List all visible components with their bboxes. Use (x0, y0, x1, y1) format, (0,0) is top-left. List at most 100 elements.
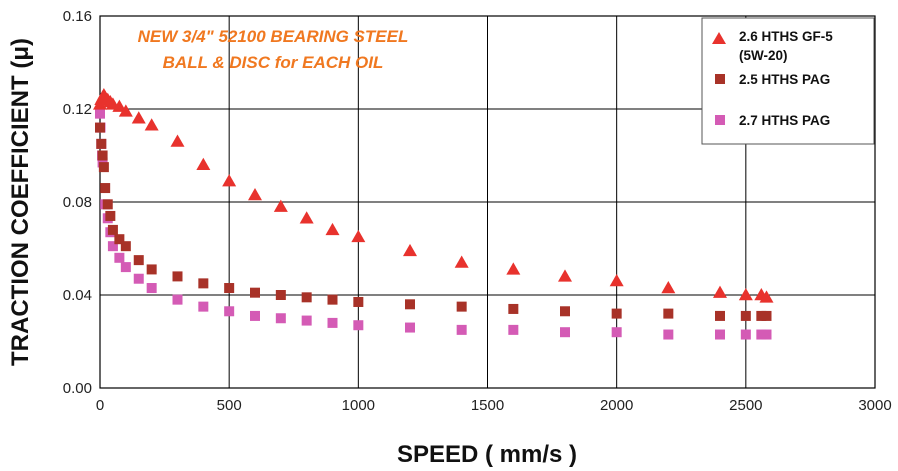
data-point-gf5 (299, 211, 314, 224)
data-point-27-pag (146, 283, 157, 294)
data-point-25-pag (740, 310, 751, 321)
data-point-25-pag (250, 287, 260, 298)
legend-label-25-pag: 2.5 HTHS PAG (739, 72, 830, 87)
legend-box (701, 17, 875, 145)
data-point-gf5 (403, 243, 417, 257)
legend-label-gf5: 2.6 HTHS GF-5 (739, 29, 833, 44)
data-point-27-pag (611, 327, 622, 338)
annotation-line-2: BALL & DISC for EACH OIL (163, 53, 384, 72)
data-point-25-pag (756, 310, 767, 321)
data-point-25-pag (456, 301, 467, 312)
data-point-gf5 (248, 188, 262, 201)
data-point-25-pag (105, 210, 116, 221)
data-point-27-pag (120, 262, 131, 273)
data-point-25-pag (301, 292, 312, 303)
x-axis-title: SPEED ( mm/s ) (397, 441, 577, 468)
data-point-27-pag (456, 324, 467, 335)
data-point-25-pag (96, 138, 107, 149)
data-point-gf5 (144, 118, 159, 131)
y-tick-label: 0.08 (63, 194, 92, 211)
x-tick-label: 0 (96, 397, 104, 414)
legend-label-27-pag: 2.7 HTHS PAG (739, 113, 830, 128)
x-tick-label: 2000 (600, 397, 633, 414)
data-point-gf5 (222, 174, 237, 187)
data-point-25-pag (98, 162, 109, 173)
data-point-25-pag (560, 306, 570, 317)
data-point-gf5 (558, 269, 572, 282)
legend-label-gf5-line2: (5W-20) (739, 48, 787, 63)
data-point-27-pag (715, 329, 725, 340)
data-point-gf5 (738, 288, 753, 301)
data-point-gf5 (351, 229, 366, 243)
data-point-27-pag (761, 329, 772, 340)
data-point-25-pag (102, 199, 113, 210)
data-point-gf5 (131, 111, 146, 124)
annotation-line-1: NEW 3/4" 52100 BEARING STEEL (138, 27, 409, 46)
data-point-gf5 (118, 104, 133, 117)
data-point-25-pag (114, 234, 125, 245)
data-point-25-pag (97, 150, 108, 161)
y-tick-label: 0.16 (63, 8, 92, 25)
data-point-27-pag (405, 322, 415, 333)
data-point-27-pag (133, 273, 144, 284)
y-axis-title: TRACTION COEFFICIENT (μ) (7, 38, 34, 366)
data-point-25-pag (611, 308, 622, 319)
legend-marker-27-pag (715, 115, 725, 125)
data-point-25-pag (327, 294, 338, 305)
data-point-gf5 (713, 285, 727, 298)
data-point-gf5 (273, 199, 288, 212)
y-tick-label: 0.00 (63, 380, 92, 397)
data-point-gf5 (661, 281, 676, 294)
data-point-27-pag (327, 317, 338, 328)
data-point-27-pag (95, 108, 105, 119)
x-tick-label: 3000 (858, 397, 891, 414)
data-point-gf5 (112, 99, 127, 112)
data-point-27-pag (198, 301, 209, 312)
x-tick-label: 1000 (342, 397, 375, 414)
x-tick-label: 1500 (471, 397, 504, 414)
data-point-25-pag (275, 290, 286, 300)
data-point-gf5 (609, 274, 624, 287)
data-point-25-pag (120, 241, 131, 252)
data-point-25-pag (761, 310, 772, 321)
data-point-gf5 (506, 262, 521, 275)
data-point-25-pag (715, 310, 725, 321)
data-point-27-pag (224, 306, 235, 317)
data-point-25-pag (146, 264, 157, 275)
data-point-27-pag (114, 252, 125, 263)
x-tick-label: 500 (217, 397, 242, 414)
legend-marker-gf5 (712, 32, 726, 44)
data-point-25-pag (133, 255, 144, 266)
plot-area-frame (99, 15, 876, 389)
data-points (93, 88, 774, 340)
data-point-27-pag (740, 329, 751, 340)
data-point-25-pag (405, 299, 415, 310)
data-point-25-pag (663, 308, 674, 319)
data-point-27-pag (275, 313, 286, 324)
y-tick-label: 0.04 (63, 287, 92, 304)
data-point-25-pag (353, 296, 364, 307)
data-point-gf5 (196, 157, 211, 171)
legend: 2.6 HTHS GF-5 (5W-20) 2.5 HTHS PAG 2.7 H… (701, 17, 875, 145)
data-point-27-pag (756, 329, 767, 340)
data-point-25-pag (172, 271, 183, 282)
data-point-27-pag (172, 294, 183, 305)
data-point-25-pag (95, 122, 105, 133)
data-point-25-pag (107, 224, 118, 235)
data-point-27-pag (353, 320, 364, 331)
legend-marker-25-pag (715, 74, 725, 84)
data-point-gf5 (325, 222, 340, 236)
data-point-25-pag (198, 278, 209, 289)
axis-ticks: 0 500 1000 1500 2000 2500 3000 0.00 0.04 0.08 0.12… (63, 8, 892, 414)
x-tick-label: 2500 (729, 397, 762, 414)
data-point-27-pag (250, 310, 260, 321)
data-point-gf5 (454, 255, 469, 268)
data-point-25-pag (224, 283, 235, 294)
y-tick-label: 0.12 (63, 101, 92, 118)
data-point-gf5 (759, 290, 774, 303)
data-point-27-pag (301, 315, 312, 326)
data-point-25-pag (508, 303, 519, 314)
data-point-gf5 (170, 134, 185, 147)
data-point-25-pag (100, 183, 111, 194)
